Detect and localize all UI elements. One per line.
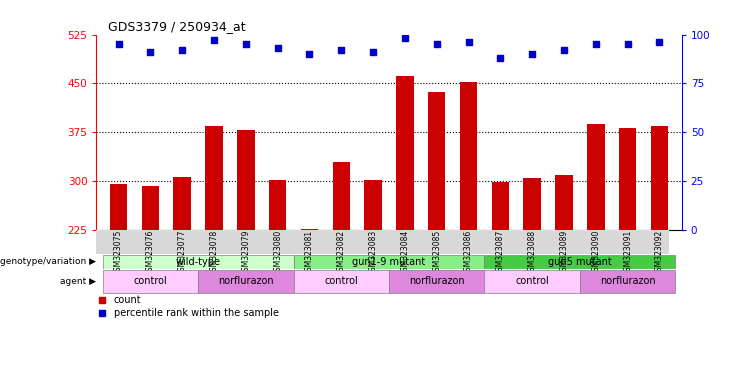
Text: GSM323077: GSM323077 [178,230,187,276]
Text: genotype/variation ▶: genotype/variation ▶ [0,257,96,266]
Bar [587,124,605,376]
Point [368,49,379,55]
Text: gun1-9 mutant: gun1-9 mutant [353,257,425,267]
Bar [269,180,287,376]
Point [399,35,411,41]
Bar [205,126,223,376]
Text: percentile rank within the sample: percentile rank within the sample [114,308,279,318]
Text: GSM323084: GSM323084 [400,230,410,276]
Bar [389,270,485,293]
Bar [523,178,541,376]
Text: GSM323092: GSM323092 [655,230,664,276]
Bar [198,270,293,293]
Bar [485,255,675,269]
Text: GSM323088: GSM323088 [528,230,536,276]
Text: GSM323076: GSM323076 [146,230,155,276]
Bar [293,255,485,269]
Bar [293,270,389,293]
Bar [619,128,637,376]
Point [272,45,284,51]
Bar [96,230,669,254]
Point [558,47,570,53]
Bar [428,92,445,376]
Point [176,47,188,53]
Bar [301,228,318,376]
Bar [110,184,127,376]
Text: GSM323075: GSM323075 [114,230,123,276]
Text: norflurazon: norflurazon [409,276,465,286]
Point [208,37,220,43]
Bar [103,270,198,293]
Text: GSM323081: GSM323081 [305,230,314,276]
Text: GDS3379 / 250934_at: GDS3379 / 250934_at [108,20,246,33]
Point [526,51,538,57]
Point [304,51,316,57]
Text: GSM323087: GSM323087 [496,230,505,276]
Bar [103,255,293,269]
Text: wild-type: wild-type [176,257,221,267]
Point [240,41,252,47]
Text: control: control [133,276,167,286]
Text: control: control [325,276,358,286]
Bar [237,130,255,376]
Text: agent ▶: agent ▶ [60,277,96,286]
Point [113,41,124,47]
Bar [555,175,573,376]
Point [431,41,442,47]
Text: gun5 mutant: gun5 mutant [548,257,612,267]
Text: GSM323086: GSM323086 [464,230,473,276]
Point [462,39,474,45]
Text: GSM323089: GSM323089 [559,230,568,276]
Text: GSM323079: GSM323079 [242,230,250,276]
Point [144,49,156,55]
Bar [485,270,580,293]
Text: GSM323080: GSM323080 [273,230,282,276]
Bar [365,180,382,376]
Point [336,47,348,53]
Bar [396,76,413,376]
Text: GSM323091: GSM323091 [623,230,632,276]
Point [622,41,634,47]
Bar [651,126,668,376]
Text: GSM323090: GSM323090 [591,230,600,276]
Bar [173,177,191,376]
Text: control: control [515,276,549,286]
Bar [333,162,350,376]
Bar [491,182,509,376]
Text: GSM323083: GSM323083 [368,230,378,276]
Bar [460,82,477,376]
Text: norflurazon: norflurazon [218,276,273,286]
Bar [580,270,675,293]
Text: GSM323078: GSM323078 [210,230,219,276]
Text: GSM323085: GSM323085 [432,230,441,276]
Text: norflurazon: norflurazon [599,276,656,286]
Point [494,55,506,61]
Point [654,39,665,45]
Point [590,41,602,47]
Text: GSM323082: GSM323082 [337,230,346,276]
Bar [142,185,159,376]
Text: count: count [114,295,142,305]
